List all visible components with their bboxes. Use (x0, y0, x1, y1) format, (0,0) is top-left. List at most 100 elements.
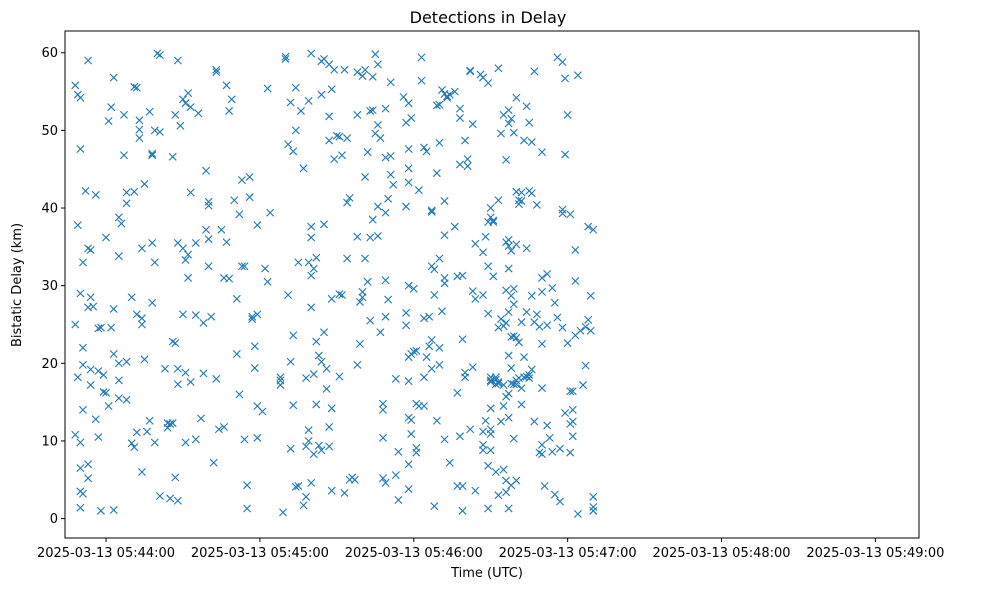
data-point (566, 387, 575, 396)
data-point (350, 475, 359, 484)
data-point (504, 106, 513, 115)
data-point (173, 364, 182, 373)
data-point (335, 290, 344, 299)
data-point (568, 405, 577, 414)
data-point (325, 422, 334, 431)
data-point (509, 380, 518, 389)
data-point (427, 206, 436, 215)
data-point (266, 208, 275, 217)
data-point (514, 338, 523, 347)
data-point (414, 186, 423, 195)
data-point (548, 284, 557, 292)
data-point (335, 372, 344, 381)
data-point (307, 222, 316, 231)
data-point (327, 486, 336, 495)
data-point (525, 370, 534, 379)
data-point (119, 110, 128, 119)
data-point (453, 388, 462, 397)
data-point (122, 395, 131, 404)
data-point (114, 394, 123, 403)
data-point (538, 384, 546, 393)
data-point (450, 222, 459, 231)
data-point (425, 312, 434, 321)
data-point (178, 244, 187, 253)
data-point (368, 72, 377, 81)
data-point (307, 303, 316, 312)
x-tick-label: 2025-03-13 05:47:00 (499, 546, 637, 561)
data-point (522, 308, 531, 317)
data-point (214, 425, 223, 434)
data-point (291, 126, 300, 135)
data-point (430, 502, 439, 511)
data-point (530, 67, 539, 76)
data-point (96, 506, 105, 515)
data-point (145, 107, 154, 116)
data-point (127, 293, 136, 302)
data-point (555, 444, 564, 453)
data-point (78, 360, 87, 369)
data-point (294, 481, 303, 490)
data-point (435, 343, 444, 352)
data-point (404, 145, 413, 154)
data-point (194, 109, 203, 118)
data-point (109, 506, 118, 515)
data-point (302, 492, 311, 501)
data-point (263, 84, 272, 93)
data-points (71, 49, 598, 518)
data-point (71, 81, 80, 90)
data-point (435, 360, 444, 369)
data-point (322, 364, 331, 373)
data-point (225, 106, 234, 115)
data-point (581, 361, 590, 370)
y-tick-label: 0 (50, 512, 58, 527)
data-point (299, 501, 308, 510)
data-point (373, 202, 382, 211)
data-point (517, 400, 526, 409)
data-point (543, 270, 552, 279)
data-point (502, 318, 511, 327)
data-point (245, 193, 254, 202)
data-point (525, 118, 534, 127)
data-point (168, 419, 177, 428)
data-point (181, 368, 190, 377)
data-point (368, 106, 377, 115)
data-point (191, 435, 200, 444)
data-point (199, 369, 208, 378)
data-point (566, 448, 575, 457)
data-point (137, 244, 146, 253)
data-point (486, 446, 495, 455)
data-point (381, 153, 390, 162)
data-point (109, 73, 118, 82)
data-point (309, 450, 318, 459)
data-point (202, 166, 211, 175)
data-point (353, 110, 362, 119)
data-point (461, 368, 470, 377)
data-point (71, 320, 80, 329)
data-point (438, 86, 446, 94)
data-point (107, 323, 116, 332)
data-point (312, 337, 321, 346)
data-point (499, 465, 508, 474)
data-point (276, 381, 285, 390)
data-point (568, 387, 577, 396)
data-point (432, 416, 441, 425)
data-point (507, 114, 516, 123)
data-point (368, 215, 377, 224)
data-point (325, 136, 334, 145)
data-point (466, 67, 475, 76)
data-point (502, 488, 511, 497)
data-point (181, 438, 190, 447)
data-point (284, 290, 293, 299)
data-point (353, 360, 362, 369)
data-point (250, 342, 259, 351)
data-point (363, 148, 372, 157)
data-point (463, 155, 472, 164)
data-point (471, 239, 480, 248)
data-point (399, 93, 408, 101)
data-point (558, 323, 567, 332)
data-point (376, 328, 385, 337)
data-point (135, 134, 144, 143)
data-point (438, 307, 446, 316)
data-point (402, 202, 411, 211)
data-point (527, 291, 536, 300)
